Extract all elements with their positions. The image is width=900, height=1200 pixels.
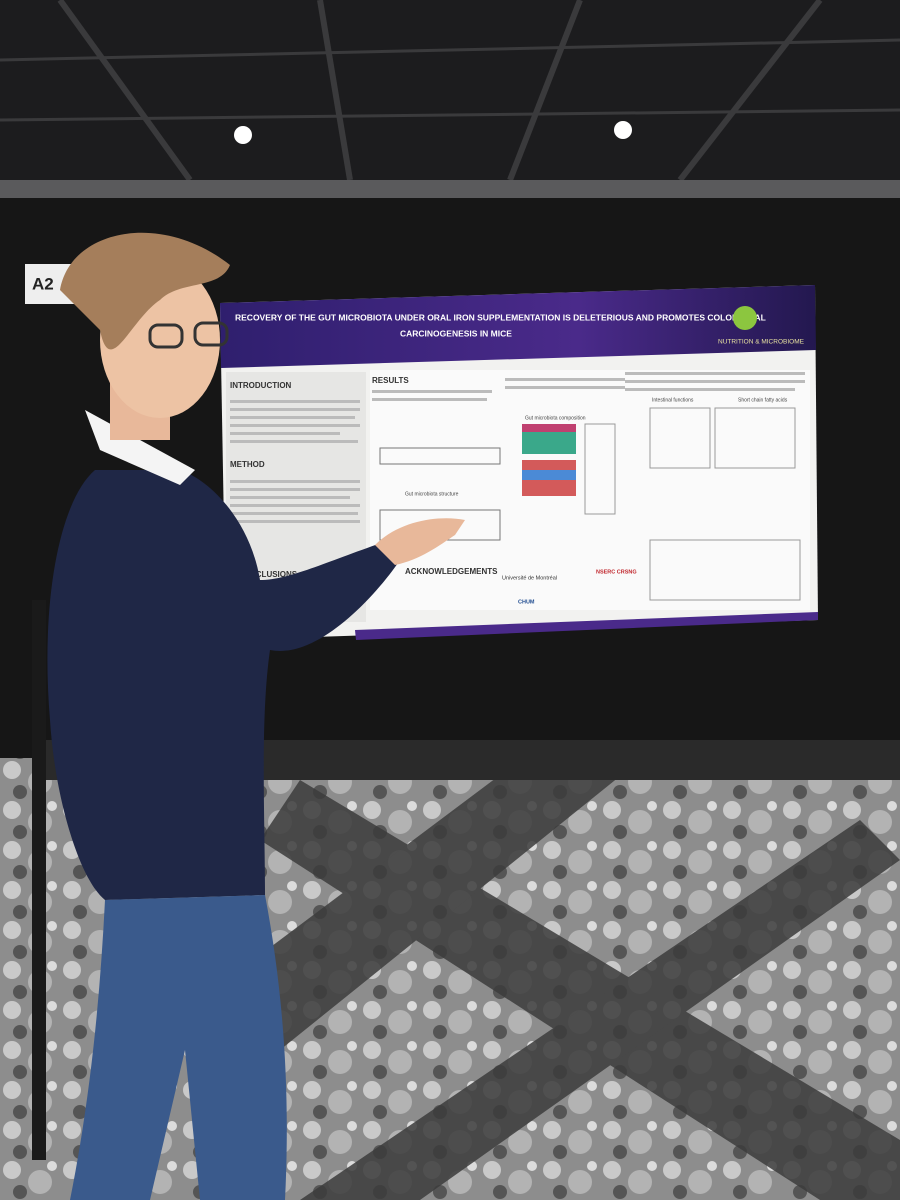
figure-title: Intestinal functions	[652, 397, 694, 403]
figure-title: Short chain fatty acids	[738, 397, 788, 403]
logo-text: CHUM	[518, 599, 535, 605]
person	[47, 232, 465, 1200]
poster-title: RECOVERY OF THE GUT MICROBIOTA UNDER ORA…	[235, 312, 766, 322]
poster-footer-band	[355, 612, 818, 640]
figure-title: Gut microbiota composition	[525, 415, 586, 421]
carpet-stripes	[200, 760, 900, 1200]
board-leg	[32, 600, 46, 1160]
figure-title: Gut microbiota structure	[405, 491, 459, 497]
board-label-text: A2	[32, 274, 54, 293]
poster-title: CARCINOGENESIS IN MICE	[400, 328, 512, 338]
ceiling-beams	[0, 0, 900, 182]
section-heading: CONCLUSIONS	[238, 570, 298, 579]
ceiling-light	[234, 126, 252, 144]
poster-text-lines	[230, 372, 805, 523]
logo-text: Université de Montréal	[502, 575, 557, 581]
section-heading: ACKNOWLEDGEMENTS	[405, 567, 498, 576]
section-heading: INTRODUCTION	[230, 381, 292, 390]
brand-logo	[733, 306, 757, 330]
brand: NUTRITION & MICROBIOME	[718, 339, 805, 346]
logo-text: NSERC CRSNG	[596, 569, 637, 575]
poster-figures	[379, 407, 801, 601]
ceiling	[0, 0, 900, 190]
poster-title-band	[220, 285, 816, 368]
section-heading: RESULTS	[372, 376, 409, 385]
ceiling-light	[614, 121, 632, 139]
section-heading: METHOD	[230, 460, 265, 469]
board-frame	[0, 180, 900, 200]
